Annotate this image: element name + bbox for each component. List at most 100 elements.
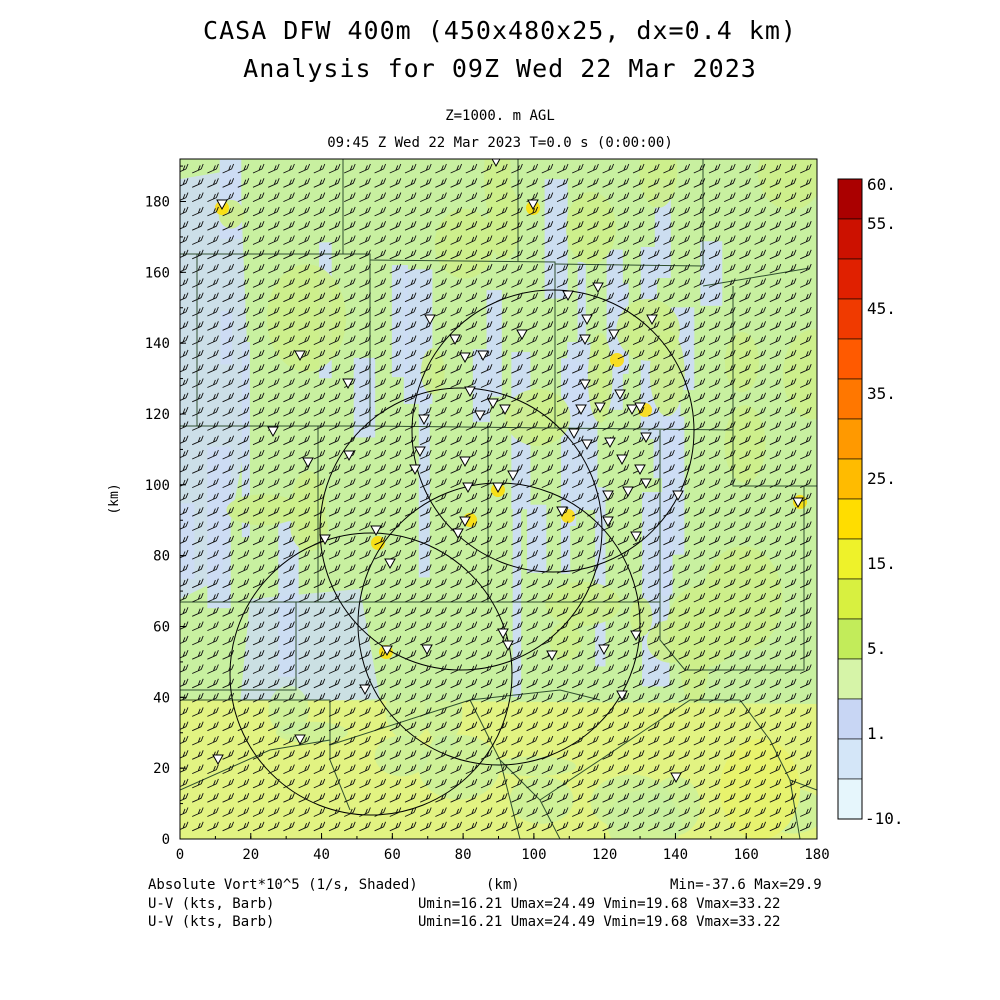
county-borders <box>180 159 817 839</box>
colorbar-segment <box>837 178 863 220</box>
station-marker <box>294 734 306 746</box>
y-tick-label: 80 <box>153 549 170 565</box>
station-marker <box>592 282 604 294</box>
colorbar-label: 35. <box>867 384 896 403</box>
colorbar-segment <box>837 258 863 300</box>
station-marker <box>634 464 646 476</box>
title-line-1: CASA DFW 400m (450x480x25, dx=0.4 km) <box>203 16 797 45</box>
x-tick-label: 60 <box>384 847 401 863</box>
station-marker <box>414 446 426 458</box>
colorbar-segment <box>837 378 863 420</box>
y-tick-label: 160 <box>145 265 170 281</box>
x-tick-label: 80 <box>455 847 472 863</box>
station-marker <box>497 628 509 640</box>
colorbar-label: 45. <box>867 299 896 318</box>
station-markers <box>212 159 804 784</box>
station-marker <box>622 486 634 498</box>
station-marker <box>616 454 628 466</box>
x-tick-label: 0 <box>176 847 184 863</box>
colorbar-label: 1. <box>867 724 886 743</box>
x-tick-label: 120 <box>592 847 617 863</box>
station-marker <box>487 398 499 410</box>
station-marker <box>449 334 461 346</box>
station-marker <box>646 314 658 326</box>
station-marker <box>602 516 614 528</box>
station-marker <box>630 630 642 642</box>
colorbar-segment <box>837 418 863 460</box>
station-marker <box>604 437 616 449</box>
station-marker <box>614 389 626 401</box>
x-tick-label: 20 <box>242 847 259 863</box>
station-marker <box>474 410 486 422</box>
colorbar-label: 15. <box>867 554 896 573</box>
colorbar-segment <box>837 498 863 540</box>
station-marker <box>562 290 574 302</box>
station-marker <box>409 464 421 476</box>
station-marker <box>212 754 224 766</box>
station-marker <box>616 690 628 702</box>
barb2-stats: Umin=16.21 Umax=24.49 Vmin=19.68 Vmax=33… <box>418 914 781 930</box>
x-tick-label: 40 <box>313 847 330 863</box>
y-tick-label: 40 <box>153 690 170 706</box>
colorbar-segment <box>837 578 863 620</box>
station-marker <box>502 640 514 652</box>
station-marker <box>516 329 528 341</box>
station-marker <box>499 404 511 416</box>
wind-barbs <box>180 163 812 832</box>
station-marker <box>491 159 501 168</box>
colorbar-segment <box>837 458 863 500</box>
station-marker <box>568 428 580 440</box>
station-marker <box>459 456 471 468</box>
station-marker <box>527 199 539 211</box>
colorbar-label: 60. <box>867 175 896 194</box>
barb1-stats: Umin=16.21 Umax=24.49 Vmin=19.68 Vmax=33… <box>418 896 781 912</box>
station-marker <box>477 350 489 362</box>
station-marker <box>294 350 306 362</box>
vorticity-field <box>180 159 817 839</box>
station-marker <box>459 516 471 528</box>
station-marker <box>792 497 804 509</box>
y-tick-label: 180 <box>145 195 170 211</box>
level-label: Z=1000. m AGL <box>445 108 555 124</box>
y-tick-label: 0 <box>162 832 170 848</box>
colorbar-segment <box>837 658 863 700</box>
colorbar-segment <box>837 298 863 340</box>
colorbar-segment <box>837 738 863 780</box>
x-axis-label: (km) <box>486 877 520 893</box>
title-line-2: Analysis for 09Z Wed 22 Mar 2023 <box>243 54 757 83</box>
station-marker <box>556 506 568 518</box>
station-marker <box>581 314 593 326</box>
station-marker <box>670 772 682 784</box>
y-tick-label: 120 <box>145 407 170 423</box>
station-marker <box>418 414 430 426</box>
colorbar-segment <box>837 778 863 820</box>
colorbar-label: -10. <box>865 809 904 828</box>
station-marker <box>579 334 591 346</box>
station-marker <box>581 439 593 451</box>
station-marker <box>579 379 591 391</box>
y-axis-label: (km) <box>107 483 122 514</box>
station-marker <box>216 199 228 211</box>
station-marker <box>459 352 471 364</box>
valid-time-label: 09:45 Z Wed 22 Mar 2023 T=0.0 s (0:00:00… <box>327 135 673 151</box>
station-marker <box>359 684 371 696</box>
x-tick-label: 140 <box>663 847 688 863</box>
colorbar-segment <box>837 218 863 260</box>
station-marker <box>343 450 355 462</box>
station-marker <box>267 426 279 438</box>
station-marker <box>608 329 620 341</box>
colorbar-label: 55. <box>867 214 896 233</box>
station-marker <box>384 558 396 570</box>
colorbar-segment <box>837 618 863 660</box>
station-marker <box>594 402 606 414</box>
colorbar-label: 25. <box>867 469 896 488</box>
station-marker <box>342 378 354 390</box>
x-tick-label: 100 <box>521 847 546 863</box>
station-marker <box>626 404 638 416</box>
y-tick-label: 100 <box>145 478 170 494</box>
station-marker <box>492 482 504 494</box>
axis-ticks: 0 20 40 60 80 100 120 140 160 180 0 20 40 60 80 100 120 1… <box>145 165 830 863</box>
station-marker <box>672 490 684 502</box>
y-tick-label: 20 <box>153 761 170 777</box>
station-marker <box>452 528 464 540</box>
